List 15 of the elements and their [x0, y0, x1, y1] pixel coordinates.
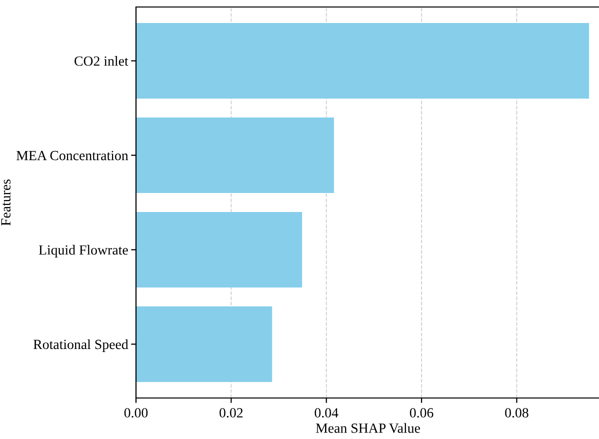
y-tick-label: CO2 inlet	[74, 56, 128, 66]
bar	[136, 118, 334, 194]
x-tick-label: 0.00	[124, 408, 148, 418]
x-tick-label: 0.08	[505, 408, 528, 418]
x-axis-title: Mean SHAP Value	[316, 423, 420, 433]
bar	[136, 212, 302, 288]
bar	[136, 306, 272, 382]
x-tick-label: 0.06	[410, 408, 434, 418]
x-tick-label: 0.04	[314, 408, 338, 418]
y-tick-label: MEA Concentration	[16, 150, 128, 160]
y-tick-label: Liquid Flowrate	[38, 244, 128, 258]
bar	[136, 23, 590, 99]
x-tick-label: 0.02	[220, 408, 243, 418]
y-tick-label: Rotational Speed	[33, 339, 128, 352]
y-axis-title: Features	[1, 179, 11, 226]
